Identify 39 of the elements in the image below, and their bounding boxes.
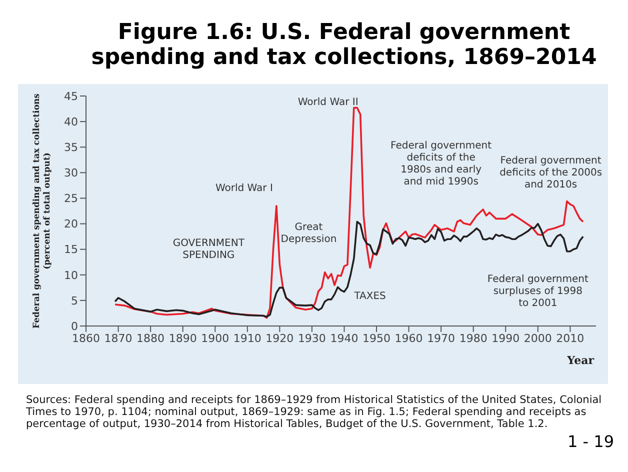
x-tick-label: 1920 (266, 332, 294, 345)
x-tick-label: 1880 (136, 332, 165, 345)
annotation: Federal government deficits of the 1980s and early and mid 1990s (390, 140, 492, 188)
y-tick-label: 5 (71, 294, 78, 308)
x-tick-label: 1870 (104, 332, 132, 345)
x-tick-label: 2010 (556, 332, 584, 345)
y-tick-label: 25 (64, 192, 78, 206)
x-tick-label: 1890 (168, 332, 197, 345)
x-axis-title: Year (566, 354, 594, 367)
y-tick-label: 0 (71, 320, 78, 333)
y-tick-label: 40 (64, 115, 78, 128)
x-tick-label: 1990 (492, 332, 520, 345)
y-tick-label: 20 (64, 218, 78, 231)
x-tick-label: 1960 (394, 332, 423, 345)
x-tick-label: 1980 (459, 332, 488, 345)
annotation: Federal government surpluses of 1998 to 2001 (487, 274, 588, 309)
y-tick-label: 30 (64, 166, 78, 180)
y-tick-label: 35 (64, 141, 78, 154)
x-tick-label: 1950 (362, 332, 391, 345)
y-tick-label: 45 (64, 90, 78, 103)
x-tick-label: 1900 (201, 332, 230, 345)
annotation: Great Depression (280, 222, 337, 245)
annotation: Federal government deficits of the 2000s and 2010s (500, 155, 602, 190)
annotation: World War II (298, 96, 358, 108)
annotation: World War I (215, 182, 273, 194)
x-tick-label: 1930 (298, 332, 326, 345)
chart-title: Figure 1.6: U.S. Federal government spending and tax collections, 1869–2014 (90, 20, 598, 70)
text: GOVERNMENT SPENDING (172, 238, 246, 261)
text: 1 - 19 (566, 432, 614, 451)
source-note: Sources: Federal spending and receipts for 1869–1929 from Historical Statistics of the United States, Colonial Times to 1970, p. 1104; nominal output, 1869–1929: same as in Fig. 1.5; Federal spending and receipts as percentage of output, 1930–2014 from Historical Tables, Budget of the U.S. Government, Table 1.2. (26, 394, 603, 430)
x-tick-label: 1860 (72, 332, 100, 345)
x-tick-label: 1940 (330, 332, 358, 345)
x-tick-label: 2000 (524, 332, 552, 345)
x-tick-label: 1910 (233, 332, 262, 345)
y-tick-label: 10 (64, 268, 78, 282)
y-tick-label: 15 (64, 243, 78, 256)
y-axis-title: Federal government spending and tax collections (percent of total output) (32, 93, 52, 328)
series-label: TAXES (353, 290, 386, 302)
x-tick-label: 1970 (427, 332, 456, 345)
